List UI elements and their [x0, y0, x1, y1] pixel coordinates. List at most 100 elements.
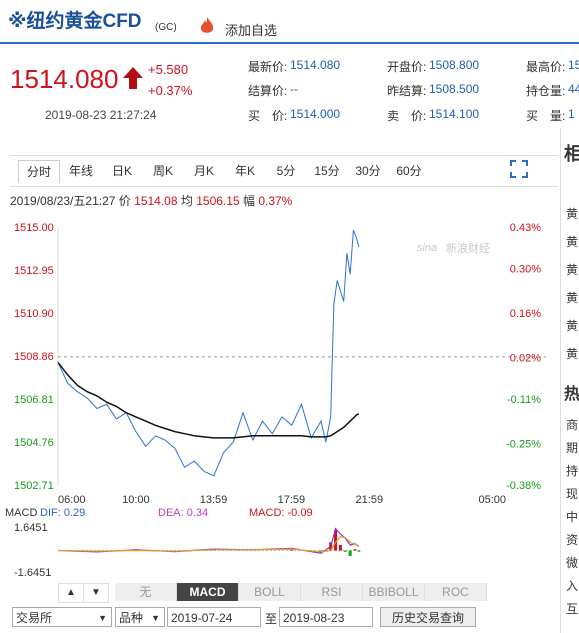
tab[interactable]: 30分	[355, 164, 381, 178]
field-label: 买 价:	[248, 109, 288, 123]
divider	[0, 42, 579, 44]
tab[interactable]: 60分	[396, 164, 422, 178]
macd-bar	[353, 549, 357, 551]
variety-select[interactable]: 品种 ▼	[115, 607, 165, 627]
info-line: 2019/08/23/五21:27 价 1514.08 均 1506.15 幅 …	[10, 192, 292, 209]
line	[57, 536, 360, 553]
up-arrow	[123, 67, 143, 89]
info-date: 2019/08/23/五21:27	[10, 194, 116, 208]
sidebar-item: 入	[566, 579, 579, 593]
price: 1514.080	[10, 64, 119, 94]
info-avg: 1506.15	[196, 194, 240, 208]
tab[interactable]: 年K	[234, 164, 255, 178]
exchange-select[interactable]: 交易所 ▼	[12, 607, 112, 627]
field-value: 1	[568, 107, 575, 121]
y-tick-label: 1504.76	[14, 437, 54, 449]
x-tick-label: 05:00	[478, 494, 506, 506]
y-tick-label: 1502.71	[14, 480, 54, 492]
indicator-tab[interactable]: 无	[115, 583, 177, 601]
change: +5.580	[148, 62, 189, 77]
macd-tick-label: -1.6451	[14, 567, 51, 579]
indicator-tab[interactable]: BOLL	[239, 583, 301, 601]
sidebar-item: 持	[566, 464, 579, 478]
tab[interactable]: 日K	[111, 164, 132, 178]
field-label: 最新价:	[248, 60, 288, 74]
info-price: 1514.08	[134, 194, 178, 208]
info-amp-label: 幅	[242, 194, 255, 208]
y-tick-label: 1515.00	[14, 222, 54, 234]
code: (GC)	[155, 22, 177, 33]
macd-bar	[348, 550, 352, 556]
field-value: 1514.000	[290, 107, 341, 121]
fullscreen-icon[interactable]	[510, 160, 528, 178]
dif-label: DIF: 0.29	[40, 507, 85, 519]
watermark-logo: sina	[417, 242, 437, 254]
watermark: 新浪财经	[446, 241, 490, 255]
tab[interactable]: 15分	[314, 164, 340, 178]
x-tick-label: 17:59	[278, 494, 306, 506]
tab[interactable]: 5分	[276, 164, 296, 178]
macd-bar	[290, 549, 294, 551]
field-label: 开盘价:	[387, 60, 427, 74]
sidebar	[560, 128, 579, 633]
title: ※纽约黄金CFD	[8, 11, 142, 32]
field-label: 结算价:	[248, 84, 288, 98]
up-button[interactable]: ▲	[58, 583, 84, 603]
tab[interactable]: 年线	[68, 164, 93, 178]
field-value: 15	[568, 58, 579, 72]
down-button[interactable]: ▼	[83, 583, 109, 603]
x-tick-label: 06:00	[58, 494, 86, 506]
indicator-tab[interactable]: BBIBOLL	[363, 583, 425, 601]
tab[interactable]: 分时	[18, 160, 60, 183]
field-label: 持仓量:	[526, 84, 566, 98]
sidebar-item: 黄	[566, 207, 579, 221]
macd-bar	[343, 550, 347, 552]
sidebar-heading: 相	[564, 144, 579, 164]
y2-tick-label: 0.02%	[510, 352, 541, 364]
x-tick-label: 10:00	[122, 494, 150, 506]
exchange: 交易所	[16, 611, 53, 625]
field-label: 昨结算:	[387, 84, 427, 98]
x-tick-label: 13:59	[200, 494, 228, 506]
sidebar-item: 期	[566, 441, 579, 455]
sidebar-item: 互	[566, 602, 579, 616]
tab[interactable]: 周K	[152, 164, 173, 178]
y2-tick-label: -0.38%	[506, 480, 541, 492]
indicator-tab[interactable]: RSI	[301, 583, 363, 601]
y2-tick-label: 0.43%	[510, 222, 541, 234]
sidebar-item: 黄	[566, 263, 579, 277]
field-value: 1514.080	[290, 58, 341, 72]
y2-tick-label: 0.30%	[510, 263, 541, 275]
add-favorite[interactable]: 添加自选	[225, 23, 278, 38]
from-input[interactable]: 2019-07-24	[167, 607, 261, 627]
y-tick-label: 1512.95	[14, 265, 54, 277]
macd-bar	[334, 529, 338, 551]
sidebar-item: 黄	[566, 347, 579, 361]
macd-bar	[357, 550, 361, 552]
y2-tick-label: 0.16%	[510, 308, 541, 320]
sidebar-item: 商	[566, 418, 579, 432]
tab[interactable]: 月K	[193, 164, 214, 178]
y2-tick-label: -0.25%	[506, 438, 541, 450]
macd-title: MACD	[5, 507, 37, 519]
indicator-tab[interactable]: MACD	[177, 583, 239, 601]
field-value: --	[290, 82, 298, 96]
chart: sina 新浪财经 MACD DIF: 0.29 DEA: 0.34 MACD:…	[5, 222, 546, 579]
sidebar-heading: 热	[564, 386, 579, 403]
flame-icon[interactable]	[198, 16, 216, 36]
indicator-tab[interactable]: ROC	[425, 583, 487, 601]
field-value: 44	[568, 82, 579, 96]
time: 2019-08-23 21:27:24	[45, 108, 157, 122]
sidebar-item: 现	[566, 487, 579, 501]
sidebar-item: 黄	[566, 235, 579, 249]
change-pct: +0.37%	[148, 83, 193, 98]
to-input[interactable]: 2019-08-23	[279, 607, 373, 627]
field-value: 1514.100	[429, 107, 480, 121]
field-label: 卖 价:	[387, 109, 427, 123]
sidebar-item: 微	[566, 556, 579, 570]
line	[57, 361, 360, 439]
query-button[interactable]: 历史交易查询	[380, 607, 476, 627]
info-avg-label: 均	[180, 194, 193, 208]
field-label: 买 量:	[526, 109, 566, 123]
